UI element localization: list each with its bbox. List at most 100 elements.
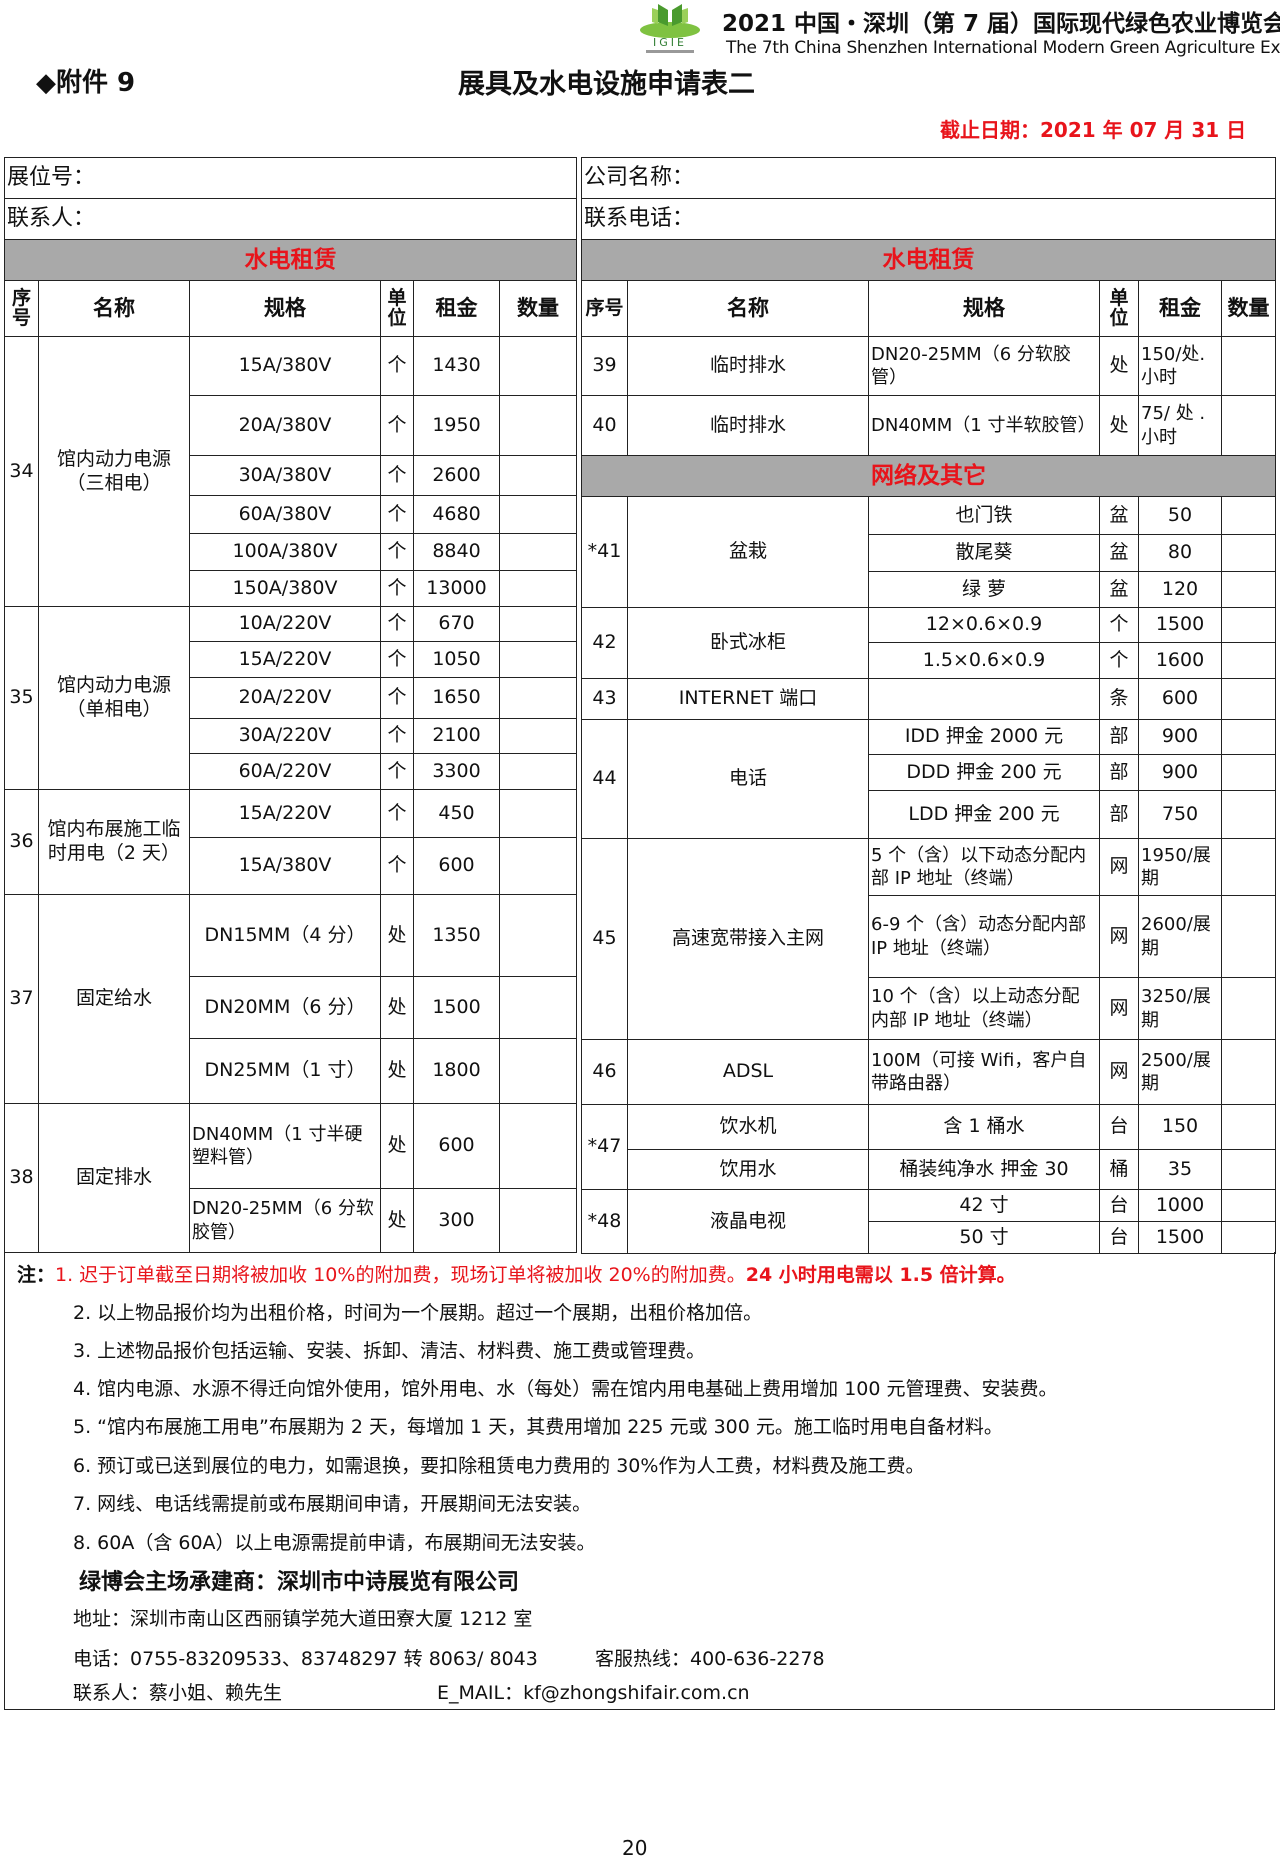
quantity-input[interactable] xyxy=(1220,1104,1277,1150)
item-unit: 盆 xyxy=(1099,571,1139,608)
quantity-input[interactable] xyxy=(498,677,578,719)
item-unit: 处 xyxy=(380,894,414,977)
quantity-input[interactable] xyxy=(498,570,578,607)
item-spec: DN20-25MM（6 分软胶管） xyxy=(868,336,1100,396)
quantity-input[interactable] xyxy=(1220,790,1277,839)
item-unit: 处 xyxy=(380,1038,414,1104)
quantity-input[interactable] xyxy=(1220,838,1277,896)
table-row: 40 临时排水 DN40MM（1 寸半软胶管）处 75/ 处 .小时 xyxy=(581,395,1277,456)
table-row: DN20-25MM（6 分软胶管）处 300 xyxy=(5,1188,578,1253)
contact-phone-field[interactable]: 联系电话： xyxy=(580,198,1277,240)
quantity-input[interactable] xyxy=(498,718,578,754)
item-rent: 2500/展期 xyxy=(1138,1039,1222,1105)
item-rent: 1800 xyxy=(413,1038,500,1104)
item-name: 馆内动力电源（单相电） xyxy=(38,606,190,790)
quantity-input[interactable] xyxy=(498,1188,578,1253)
item-unit: 处 xyxy=(1099,336,1139,396)
quantity-input[interactable] xyxy=(498,837,578,895)
table-row: 36 馆内布展施工临时用电（2 天） 15A/220V 个 450 xyxy=(4,789,578,895)
item-rent: 150 xyxy=(1138,1104,1222,1150)
table-row: *47 饮水机含 1 桶水台 150 xyxy=(581,1104,1277,1190)
item-seq: 34 xyxy=(4,336,39,607)
quantity-input[interactable] xyxy=(1220,1039,1277,1105)
table-row: 37 固定给水 DN15MM（4 分）处 1350 xyxy=(4,894,578,1104)
table-row: DDD 押金 200 元部 900 xyxy=(582,754,1277,791)
booth-number-label: 展位号： xyxy=(7,165,96,191)
item-spec: DN25MM（1 寸） xyxy=(189,1038,381,1104)
note-3: 3. 上述物品报价包括运输、安装、拆卸、清洁、材料费、施工费或管理费。 xyxy=(73,1340,706,1362)
email[interactable]: E_MAIL：kf@zhongshifair.com.cn xyxy=(437,1682,750,1704)
quantity-input[interactable] xyxy=(1220,1189,1277,1222)
item-rent: 1650 xyxy=(413,677,500,719)
quantity-input[interactable] xyxy=(498,606,578,642)
quantity-input[interactable] xyxy=(1220,534,1277,572)
quantity-input[interactable] xyxy=(498,1103,578,1189)
quantity-input[interactable] xyxy=(1220,1221,1277,1254)
quantity-input[interactable] xyxy=(1220,977,1277,1040)
item-unit: 部 xyxy=(1099,790,1139,839)
quantity-input[interactable] xyxy=(1220,336,1277,396)
form-title: 展具及水电设施申请表二 xyxy=(458,69,755,100)
item-unit: 个 xyxy=(380,837,414,895)
item-rent: 900 xyxy=(1138,719,1222,755)
company-name-field[interactable]: 公司名称： xyxy=(580,157,1277,199)
quantity-input[interactable] xyxy=(1220,1149,1277,1190)
item-rent: 1430 xyxy=(413,336,500,396)
quantity-input[interactable] xyxy=(498,533,578,571)
quantity-input[interactable] xyxy=(498,641,578,678)
item-rent: 1950 xyxy=(413,395,500,456)
note-6: 6. 预订或已送到展位的电力，如需退换，要扣除租赁电力费用的 30%作为人工费，… xyxy=(73,1455,925,1477)
quantity-input[interactable] xyxy=(1220,496,1277,535)
table-row: 100A/380V 个 8840 xyxy=(5,533,578,571)
quantity-input[interactable] xyxy=(498,395,578,456)
col-spec: 规格 xyxy=(868,280,1100,337)
quantity-input[interactable] xyxy=(1220,719,1277,755)
quantity-input[interactable] xyxy=(498,789,578,838)
item-unit: 个 xyxy=(1099,642,1139,679)
quantity-input[interactable] xyxy=(498,495,578,534)
quantity-input[interactable] xyxy=(498,976,578,1039)
table-row: 15A/220V 个 1050 xyxy=(5,641,578,678)
item-unit: 网 xyxy=(1099,838,1139,896)
table-row: 44 电话 IDD 押金 2000 元部 900 xyxy=(581,719,1277,839)
quantity-input[interactable] xyxy=(498,1038,578,1104)
booth-number-field[interactable]: 展位号： xyxy=(3,157,578,199)
item-rent: 2100 xyxy=(413,718,500,754)
item-name: 馆内布展施工临时用电（2 天） xyxy=(38,789,190,895)
note-1: 注：1. 迟于订单截至日期将被加收 10%的附加费，现场订单将被加收 20%的附… xyxy=(17,1264,1016,1286)
item-unit: 台 xyxy=(1099,1221,1139,1254)
table-row: 39 临时排水 DN20-25MM（6 分软胶管）处 150/处.小时 xyxy=(581,336,1277,396)
quantity-input[interactable] xyxy=(1220,607,1277,643)
item-unit: 网 xyxy=(1099,895,1139,978)
col-rent: 租金 xyxy=(1138,280,1222,337)
item-spec: 60A/380V xyxy=(189,495,381,534)
quantity-input[interactable] xyxy=(1220,754,1277,791)
item-rent: 35 xyxy=(1138,1149,1222,1190)
section-row: 网络及其它 xyxy=(580,455,1277,497)
notes-section: 注：1. 迟于订单截至日期将被加收 10%的附加费，现场订单将被加收 20%的附… xyxy=(4,1252,1275,1710)
item-name: 饮水机 xyxy=(627,1104,869,1150)
quantity-input[interactable] xyxy=(1220,678,1277,720)
table-row: 20A/380V 个 1950 xyxy=(5,395,578,456)
quantity-input[interactable] xyxy=(498,336,578,396)
note-5: 5. “馆内布展施工用电”布展期为 2 天，每增加 1 天，其费用增加 225 … xyxy=(73,1416,1003,1438)
quantity-input[interactable] xyxy=(1220,642,1277,679)
table-row: 150A/380V 个 13000 xyxy=(5,570,578,607)
quantity-input[interactable] xyxy=(1220,395,1277,456)
quantity-input[interactable] xyxy=(498,894,578,977)
table-row: 饮用水 桶装纯净水 押金 30 桶 35 xyxy=(582,1149,1277,1190)
item-name: 电话 xyxy=(627,719,869,839)
quantity-input[interactable] xyxy=(498,455,578,496)
quantity-input[interactable] xyxy=(498,753,578,790)
quantity-input[interactable] xyxy=(1220,571,1277,608)
item-unit: 盆 xyxy=(1099,534,1139,572)
table-row: 42 卧式冰柜 12×0.6×0.9 个 1500 xyxy=(581,607,1277,679)
contact-person-field[interactable]: 联系人： xyxy=(3,198,578,240)
quantity-input[interactable] xyxy=(1220,895,1277,978)
item-rent: 300 xyxy=(413,1188,500,1253)
item-unit: 处 xyxy=(380,976,414,1039)
item-rent: 1950/展期 xyxy=(1138,838,1222,896)
note-7: 7. 网线、电话线需提前或布展期间申请，开展期间无法安装。 xyxy=(73,1493,592,1515)
table-row: 45 高速宽带接入主网 5 个（含）以下动态分配内部 IP 地址（终端）网 1950/… xyxy=(581,838,1277,1040)
item-rent: 3250/展期 xyxy=(1138,977,1222,1040)
